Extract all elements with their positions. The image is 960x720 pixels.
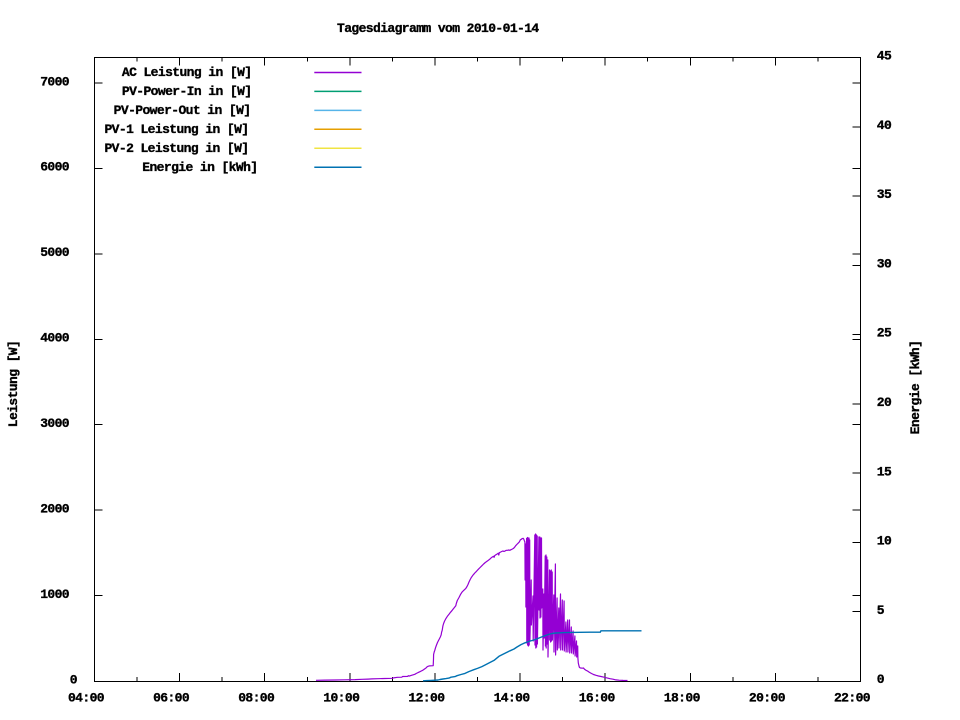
svg-text:PV-Power-In in [W]: PV-Power-In in [W] xyxy=(122,84,252,99)
svg-text:7000: 7000 xyxy=(40,74,70,89)
svg-text:08:00: 08:00 xyxy=(238,691,275,706)
svg-text:2000: 2000 xyxy=(40,501,70,516)
svg-text:10: 10 xyxy=(877,534,892,549)
svg-text:PV-1 Leistung in [W]: PV-1 Leistung in [W] xyxy=(104,122,248,137)
svg-text:10:00: 10:00 xyxy=(323,691,360,706)
svg-text:25: 25 xyxy=(877,326,892,341)
svg-text:04:00: 04:00 xyxy=(68,691,105,706)
svg-text:3000: 3000 xyxy=(40,416,70,431)
svg-text:Energie [kWh]: Energie [kWh] xyxy=(908,341,923,435)
svg-text:15: 15 xyxy=(877,464,892,479)
svg-text:06:00: 06:00 xyxy=(153,691,190,706)
svg-text:6000: 6000 xyxy=(40,160,70,175)
svg-text:Energie in [kWh]: Energie in [kWh] xyxy=(142,160,257,175)
svg-text:30: 30 xyxy=(877,256,892,271)
svg-text:Tagesdiagramm vom 2010-01-14: Tagesdiagramm vom 2010-01-14 xyxy=(337,21,539,36)
svg-text:12:00: 12:00 xyxy=(408,691,445,706)
svg-text:5000: 5000 xyxy=(40,245,70,260)
svg-text:14:00: 14:00 xyxy=(494,691,531,706)
svg-text:Leistung [W]: Leistung [W] xyxy=(6,341,21,427)
svg-text:16:00: 16:00 xyxy=(579,691,616,706)
svg-text:PV-2 Leistung in [W]: PV-2 Leistung in [W] xyxy=(104,141,248,156)
svg-text:40: 40 xyxy=(877,118,892,133)
svg-text:4000: 4000 xyxy=(40,331,70,346)
svg-text:0: 0 xyxy=(877,672,885,687)
svg-text:45: 45 xyxy=(877,49,892,64)
svg-text:0: 0 xyxy=(70,672,78,687)
svg-text:20: 20 xyxy=(877,395,892,410)
svg-text:PV-Power-Out in [W]: PV-Power-Out in [W] xyxy=(114,103,251,118)
svg-text:18:00: 18:00 xyxy=(664,691,701,706)
svg-text:5: 5 xyxy=(877,603,885,618)
svg-text:20:00: 20:00 xyxy=(749,691,786,706)
svg-text:AC Leistung in [W]: AC Leistung in [W] xyxy=(122,65,252,80)
svg-text:1000: 1000 xyxy=(40,587,70,602)
svg-text:35: 35 xyxy=(877,187,892,202)
svg-text:22:00: 22:00 xyxy=(834,691,871,706)
